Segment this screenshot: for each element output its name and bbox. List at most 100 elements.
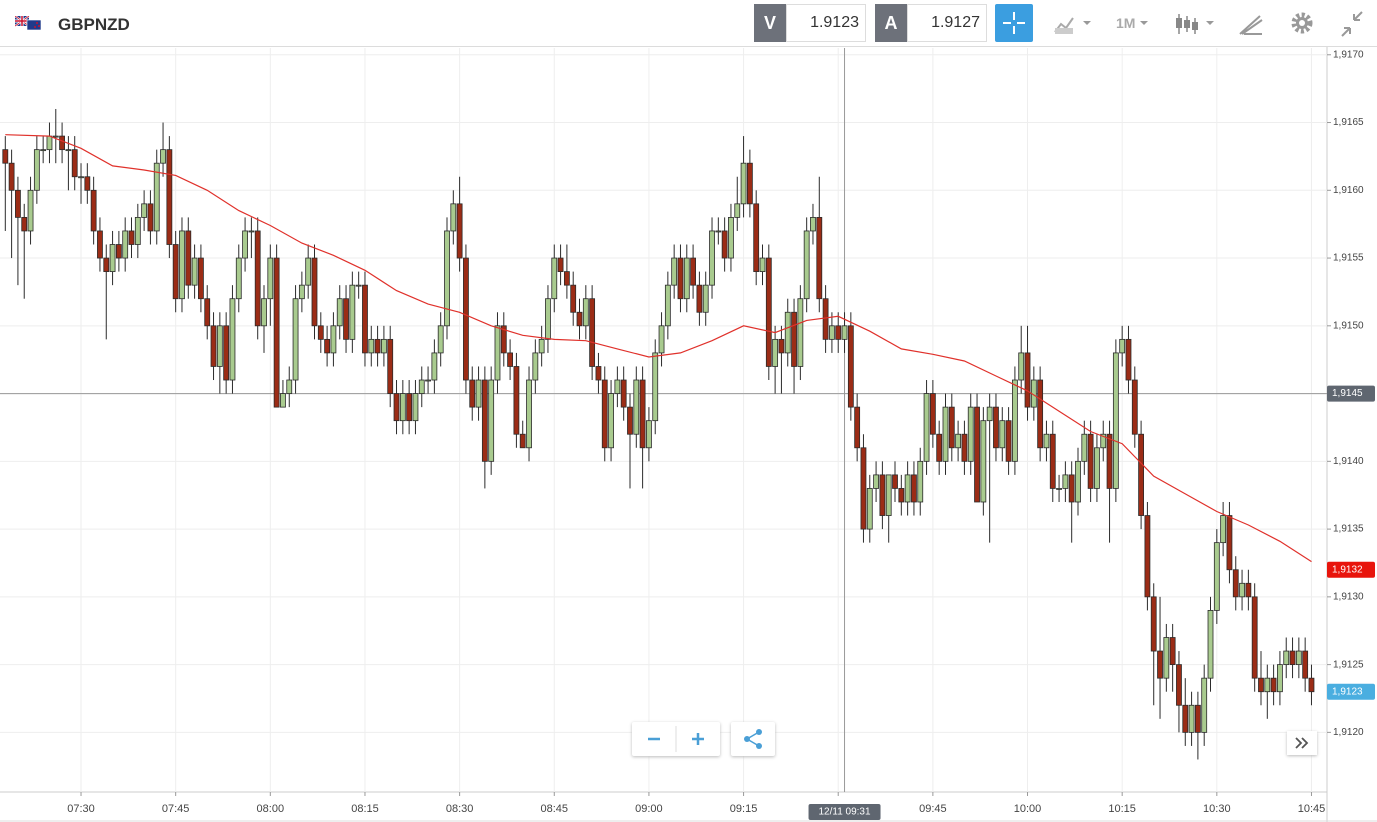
collapse-button[interactable]: [1338, 4, 1366, 42]
bid-price: 1.9123: [786, 4, 866, 42]
candle-body: [1283, 650, 1290, 666]
crosshair-time-label: 12/11 09:31: [818, 807, 871, 818]
candle-body: [885, 474, 892, 516]
candle-body: [841, 325, 848, 340]
candle-body: [210, 325, 217, 367]
period-caret: [1140, 21, 1148, 25]
candle-body: [545, 298, 551, 340]
candle-body: [475, 379, 482, 408]
candle-body: [1213, 542, 1220, 611]
candle-body: [1207, 610, 1214, 679]
candle-body: [235, 257, 242, 300]
candle-body: [8, 162, 15, 191]
candle-body: [759, 257, 766, 273]
candle-body: [715, 230, 722, 233]
candle-body: [166, 149, 173, 245]
candle-body: [229, 298, 236, 381]
candle-body: [336, 298, 343, 327]
candle-body: [254, 230, 261, 327]
candle-body: [109, 244, 116, 273]
candle-body: [1106, 433, 1113, 489]
candle-body: [494, 325, 501, 381]
share-button[interactable]: [731, 722, 775, 756]
candle-body: [179, 230, 185, 300]
candle-body: [267, 257, 274, 300]
candle-body: [633, 379, 640, 435]
candle-body: [961, 433, 968, 462]
candle-body: [917, 460, 924, 503]
crosshair-price-tag: [1327, 385, 1375, 402]
zoom-icons[interactable]: [632, 722, 720, 756]
candle-body: [740, 162, 747, 205]
candle-body: [500, 325, 507, 354]
candle-body: [866, 488, 873, 530]
candle-body: [1258, 677, 1264, 693]
candle-body: [683, 257, 690, 300]
draw-button[interactable]: [1236, 4, 1266, 42]
candle-body: [646, 420, 652, 449]
candle-body: [519, 433, 526, 449]
candle-body: [507, 352, 514, 367]
y-tick-label: 1,9165: [1333, 117, 1364, 128]
candle-body: [349, 284, 356, 340]
candle-body: [1138, 433, 1144, 516]
scroll-end-button[interactable]: [1287, 731, 1317, 755]
candle-button[interactable]: [1170, 4, 1220, 42]
candle-body: [1270, 677, 1277, 693]
candle-body: [1194, 704, 1201, 733]
candle-body: [261, 298, 267, 327]
candle-body: [343, 298, 349, 340]
candle-body: [298, 284, 305, 300]
candle-body: [664, 284, 671, 327]
candle-body: [1131, 379, 1138, 435]
x-tick-label: 09:15: [730, 803, 758, 815]
candle-body: [955, 433, 962, 449]
candle-body: [1068, 474, 1075, 503]
candle-body: [1125, 338, 1132, 381]
candle-body: [198, 257, 204, 300]
candle-body: [658, 325, 665, 354]
crosshair-button[interactable]: [995, 4, 1033, 42]
candle-body: [1087, 433, 1094, 489]
candle-body: [97, 230, 103, 259]
period-button[interactable]: 1M: [1116, 15, 1136, 31]
candle-body: [627, 406, 633, 435]
y-tick-label: 1,9130: [1333, 591, 1364, 602]
candle-body: [59, 135, 65, 151]
candle-body: [1277, 664, 1283, 693]
x-tick-label: 08:45: [541, 803, 569, 815]
candle-body: [929, 393, 936, 435]
candle-body: [860, 447, 867, 530]
x-tick-label: 10:15: [1108, 803, 1136, 815]
candle-body: [317, 325, 324, 340]
x-tick-label: 10:00: [1014, 803, 1042, 815]
ask-price: 1.9127: [907, 4, 987, 42]
chart-type-button[interactable]: [1043, 4, 1103, 42]
candle-body: [40, 149, 47, 152]
candle-body: [141, 203, 148, 218]
candle-body: [513, 366, 520, 435]
candle-body: [791, 311, 797, 367]
candle-body: [216, 325, 223, 367]
candle-body: [115, 244, 122, 259]
candle-body: [816, 216, 823, 300]
candle-body: [147, 203, 154, 232]
candle-body: [829, 325, 835, 340]
candle-body: [557, 257, 564, 273]
settings-button[interactable]: [1288, 4, 1316, 42]
crosshair-price-tag-label: 1,9145: [1332, 388, 1363, 399]
candle-body: [412, 393, 419, 422]
candle-body: [822, 298, 829, 340]
candle-body: [1226, 515, 1233, 571]
candle-body: [614, 379, 621, 394]
candle-body: [671, 257, 678, 286]
candle-body: [551, 257, 558, 300]
x-tick-label: 10:30: [1203, 803, 1231, 815]
candle-body: [803, 230, 810, 300]
moving-average: [5, 134, 1312, 563]
y-tick-label: 1,9135: [1333, 524, 1364, 535]
y-tick-label: 1,9125: [1333, 659, 1364, 670]
last-price-tag: [1327, 683, 1375, 700]
